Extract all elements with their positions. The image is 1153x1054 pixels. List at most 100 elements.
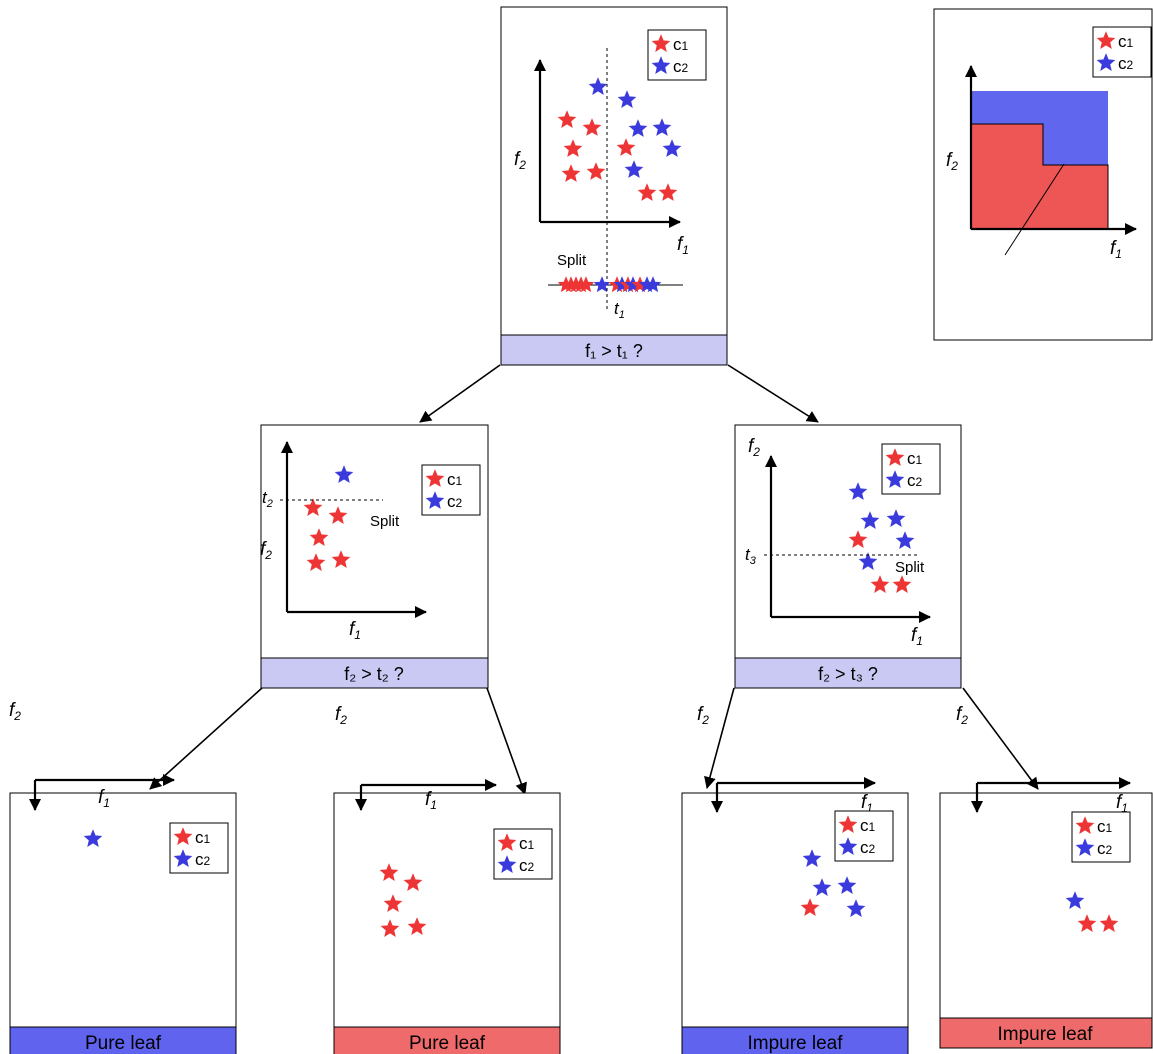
- legend-label-c1: c1: [673, 35, 689, 54]
- c2-star: [858, 552, 878, 570]
- region-pointer-line: [1004, 163, 1065, 256]
- right-plot: f1 f2: [748, 436, 931, 648]
- edge-root-left: [419, 364, 501, 423]
- legend-label-c2: c2: [519, 856, 535, 875]
- c1-star: [1096, 31, 1116, 49]
- c1-star: [173, 827, 193, 845]
- c2-star: [1065, 891, 1085, 909]
- c1-star: [1099, 914, 1119, 932]
- right-split-label: Split: [895, 559, 925, 576]
- c2-star: [1096, 53, 1116, 71]
- legend-label-c2: c2: [1097, 839, 1113, 858]
- leaf4-plot: f1 f2: [956, 704, 1131, 932]
- c1-star: [563, 139, 583, 157]
- c1-star: [582, 118, 602, 136]
- root-condition: f₁ > t₁ ?: [585, 341, 643, 361]
- leaf3-plot: f1 f2: [697, 704, 876, 917]
- leaf3-label-box: [681, 1026, 909, 1054]
- c1-star: [331, 550, 351, 568]
- c2-star: [812, 878, 832, 896]
- legend-label-c1: c1: [447, 470, 463, 489]
- x-axis-label-f1: f1: [911, 625, 923, 648]
- c1-star: [870, 575, 890, 593]
- leaf2-plot: f1 f2: [335, 704, 497, 937]
- c1-star: [328, 506, 348, 524]
- c1-star: [1075, 816, 1095, 834]
- c2-star: [617, 90, 637, 108]
- c1-star: [892, 575, 912, 593]
- c2-star: [83, 829, 103, 847]
- left-plot: f1 f2: [260, 441, 427, 642]
- right-condition-box: [734, 657, 962, 689]
- c2-star: [848, 482, 868, 500]
- c2-star: [886, 509, 906, 527]
- y-axis-label-f2: f2: [946, 150, 958, 173]
- leaf2-label: Pure leaf: [409, 1033, 486, 1054]
- c1-star: [306, 553, 326, 571]
- left-condition-box: [260, 657, 489, 689]
- c2-star: [837, 876, 857, 894]
- y-axis-label-f2: f2: [748, 436, 760, 459]
- c2-star: [628, 119, 648, 137]
- c1-star: [407, 917, 427, 935]
- edge-right-leaf4: [962, 687, 1039, 790]
- x-axis-label-f1: f1: [1110, 238, 1122, 261]
- c1-star: [848, 530, 868, 548]
- x-axis-label-f1: f1: [1116, 792, 1128, 815]
- c2-star: [838, 837, 858, 855]
- c1-star: [616, 138, 636, 156]
- legend-label-c1: c1: [1097, 817, 1113, 836]
- root-condition-box: [500, 334, 728, 366]
- c1-star: [577, 276, 595, 293]
- legend-label-c2: c2: [860, 838, 876, 857]
- legend-label-c1: c1: [195, 828, 211, 847]
- c2-star: [895, 531, 915, 549]
- legend-label-c2: c2: [907, 471, 923, 490]
- inset-plot: f1 f2: [946, 65, 1137, 261]
- c2-star: [802, 849, 822, 867]
- c1-star: [380, 919, 400, 937]
- x-axis-label-f1: f1: [349, 619, 361, 642]
- c2-star: [624, 160, 644, 178]
- c1-star: [651, 34, 671, 52]
- y-axis-label-f2: f2: [260, 539, 272, 562]
- c2-star: [1075, 838, 1095, 856]
- c1-star: [383, 894, 403, 912]
- tree-edges: [149, 364, 1039, 795]
- y-axis-label-f2: f2: [335, 704, 347, 727]
- legend-label-c2: c2: [195, 850, 211, 869]
- c1-star: [561, 164, 581, 182]
- c1-star: [885, 448, 905, 466]
- legend-label-c1: c1: [860, 816, 876, 835]
- c2-star: [644, 276, 662, 293]
- c2-star: [425, 491, 445, 509]
- c1-star: [637, 183, 657, 201]
- c2-star: [588, 77, 608, 95]
- leaf1-label: Pure leaf: [85, 1033, 162, 1054]
- leaf1-plot: f1 f2: [9, 700, 175, 847]
- legend-label-c2: c2: [1118, 54, 1134, 73]
- legend-label-c2: c2: [673, 57, 689, 76]
- legend-label-c1: c1: [907, 449, 923, 468]
- edge-left-leaf2: [486, 687, 527, 795]
- y-axis-label-f2: f2: [514, 149, 526, 172]
- legend-label-c1: c1: [519, 834, 535, 853]
- c1-star: [303, 498, 323, 516]
- left-condition: f₂ > t₂ ?: [344, 664, 404, 684]
- leaf1-label-box: [9, 1026, 237, 1054]
- edge-root-right: [727, 364, 819, 423]
- c1-star: [1077, 914, 1097, 932]
- c1-star: [309, 528, 329, 546]
- c2-star: [860, 511, 880, 529]
- x-axis-label-f1: f1: [98, 787, 110, 810]
